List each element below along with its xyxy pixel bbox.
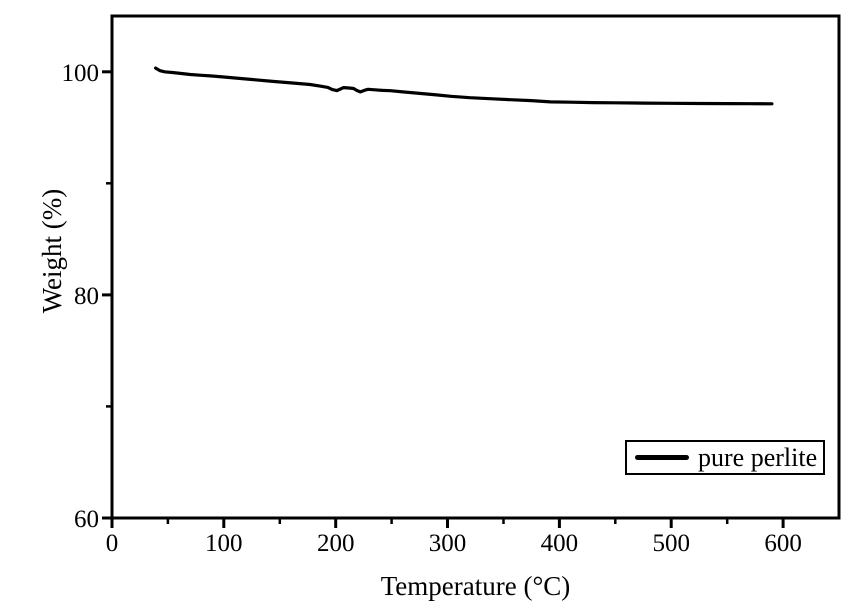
x-tick-label: 0 [106, 530, 119, 557]
series-pure-perlite [154, 66, 774, 106]
y-tick-label: 80 [74, 283, 99, 310]
x-tick-label: 600 [764, 530, 802, 557]
x-tick-label: 500 [652, 530, 690, 557]
x-axis-label: Temperature (°C) [380, 571, 571, 601]
x-tick-label: 400 [541, 530, 579, 557]
x-tick-label: 300 [429, 530, 467, 557]
legend: pure perlite [625, 440, 825, 475]
y-tick-label: 100 [62, 60, 100, 87]
legend-line-sample [635, 455, 689, 460]
x-tick-label: 100 [205, 530, 243, 557]
y-tick-label: 60 [74, 506, 99, 533]
plot-border [110, 14, 841, 520]
legend-label: pure perlite [698, 442, 818, 472]
y-axis-label: Weight (%) [37, 188, 67, 314]
x-tick-label: 200 [317, 530, 355, 557]
